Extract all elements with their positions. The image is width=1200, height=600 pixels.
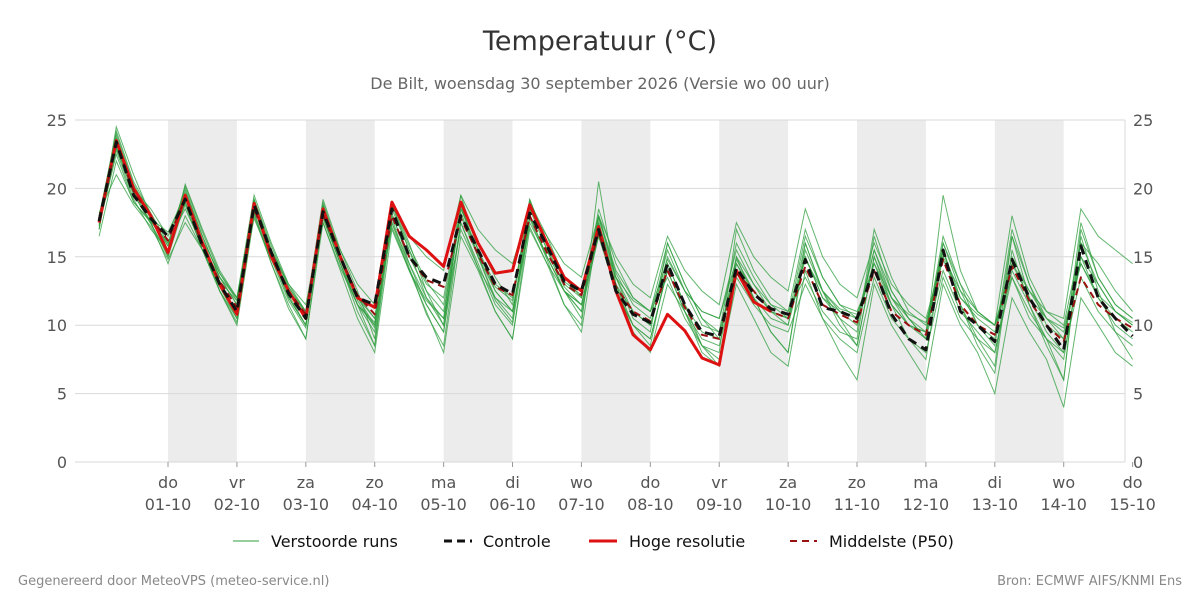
y-tick-left-20: 20 [47, 179, 67, 198]
y-tick-left-25: 25 [47, 111, 67, 130]
y-tick-right-5: 5 [1133, 385, 1143, 404]
x-tick-day-13-10: di [988, 473, 1003, 492]
x-tick-day-05-10: ma [431, 473, 456, 492]
x-tick-day-01-10: do [158, 473, 178, 492]
series-line-controle [97, 140, 1134, 352]
x-tick-day-08-10: do [640, 473, 660, 492]
x-tick-date-05-10: 05-10 [420, 495, 467, 514]
x-tick-date-01-10: 01-10 [145, 495, 192, 514]
x-tick-day-03-10: za [297, 473, 315, 492]
legend: Verstoorde runs Controle Hoge resolutie … [233, 532, 954, 551]
x-tick-day-14-10: wo [1052, 473, 1075, 492]
legend-label-control: Controle [483, 532, 551, 551]
footer-generated-by: Gegenereerd door MeteoVPS (meteo-service… [18, 574, 329, 589]
y-axis-left: 0 5 10 15 20 25 [47, 111, 67, 472]
x-tick-date-06-10: 06-10 [489, 495, 536, 514]
y-axis-right: 0 5 10 15 20 25 [1133, 111, 1153, 472]
x-tick-day-06-10: di [505, 473, 520, 492]
x-tick-date-11-10: 11-10 [834, 495, 881, 514]
x-axis: do 01-10 vr 02-10 za 03-10 zo 04-10 ma 05-10 di 06-… [145, 462, 1156, 514]
x-tick-day-07-10: wo [570, 473, 593, 492]
y-tick-right-0: 0 [1133, 453, 1143, 472]
x-tick-date-10-10: 10-10 [765, 495, 812, 514]
x-tick-day-04-10: zo [366, 473, 384, 492]
legend-label-ensemble: Verstoorde runs [271, 532, 398, 551]
main-lines [97, 139, 1134, 367]
y-tick-left-10: 10 [47, 316, 67, 335]
x-tick-day-02-10: vr [229, 473, 245, 492]
x-tick-day-09-10: vr [711, 473, 727, 492]
x-tick-date-12-10: 12-10 [903, 495, 950, 514]
day-shading-01-10 [168, 120, 237, 462]
chart-subtitle: De Bilt, woensdag 30 september 2026 (Ver… [370, 74, 830, 93]
x-tick-date-02-10: 02-10 [214, 495, 261, 514]
y-tick-left-0: 0 [57, 453, 67, 472]
chart-title: Temperatuur (°C) [482, 26, 717, 57]
x-tick-date-13-10: 13-10 [972, 495, 1019, 514]
day-shading-03-10 [305, 120, 375, 462]
footer-source: Bron: ECMWF AIFS/KNMI Ens [997, 574, 1182, 589]
x-tick-date-14-10: 14-10 [1040, 495, 1087, 514]
x-tick-date-09-10: 09-10 [696, 495, 743, 514]
x-tick-date-15-10: 15-10 [1109, 495, 1156, 514]
y-tick-left-15: 15 [47, 248, 67, 267]
x-tick-date-04-10: 04-10 [351, 495, 398, 514]
x-tick-date-03-10: 03-10 [283, 495, 330, 514]
y-tick-right-25: 25 [1133, 111, 1153, 130]
x-tick-day-10-10: za [779, 473, 797, 492]
legend-label-median: Middelste (P50) [829, 532, 954, 551]
y-tick-right-10: 10 [1133, 316, 1153, 335]
x-tick-date-08-10: 08-10 [627, 495, 674, 514]
y-tick-left-5: 5 [57, 385, 67, 404]
y-tick-right-15: 15 [1133, 248, 1153, 267]
y-tick-right-20: 20 [1133, 179, 1153, 198]
legend-label-hires: Hoge resolutie [629, 532, 745, 551]
x-tick-day-15-10: do [1123, 473, 1143, 492]
x-tick-day-12-10: ma [913, 473, 938, 492]
x-tick-day-11-10: zo [848, 473, 866, 492]
x-tick-date-07-10: 07-10 [558, 495, 605, 514]
